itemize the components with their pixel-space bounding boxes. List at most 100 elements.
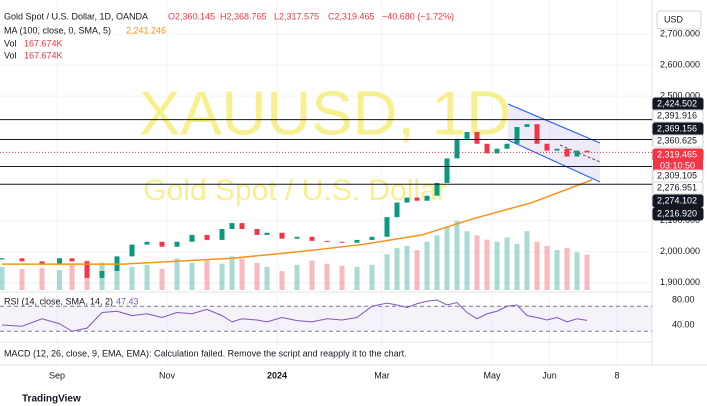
- y-tick-label: 1,900.000: [660, 277, 700, 287]
- header-high: H2,368.765: [220, 11, 267, 21]
- volume-bar: [144, 264, 150, 290]
- price-label: 2,274.102: [657, 195, 697, 205]
- rsi-label: RSI (14, close, SMA, 14, 2): [4, 296, 113, 306]
- price-label: 2,309.105: [657, 170, 697, 180]
- volume-bar: [554, 250, 560, 290]
- candle-body: [84, 261, 90, 278]
- volume-bar: [129, 266, 135, 290]
- ma-line: [2, 179, 593, 265]
- candle-body: [454, 138, 460, 159]
- volume-bar: [204, 260, 210, 290]
- price-label: 2,391.916: [657, 110, 697, 120]
- volume-bar: [354, 266, 360, 290]
- x-tick-label: Mar: [374, 370, 390, 380]
- candle-body: [339, 241, 345, 243]
- price-label: 2,360.625: [657, 135, 697, 145]
- candle-body: [394, 202, 400, 218]
- candle-body: [414, 197, 420, 201]
- price-label-box: [652, 181, 704, 195]
- volume-bar: [39, 267, 45, 290]
- volume-bar: [279, 271, 285, 290]
- candle-body: [434, 182, 440, 196]
- candle-body: [39, 261, 45, 265]
- header-title: Gold Spot / U.S. Dollar, 1D, OANDA: [4, 11, 148, 21]
- price-label-box: [652, 207, 704, 221]
- volume-bar: [584, 254, 590, 290]
- candle-body: [369, 236, 375, 240]
- candle-body: [159, 241, 165, 247]
- candle-body: [219, 229, 225, 240]
- x-tick-label: May: [483, 370, 501, 380]
- currency-box[interactable]: [656, 10, 702, 30]
- currency: USD: [664, 14, 684, 24]
- volume-bar: [369, 264, 375, 290]
- candle-body: [354, 239, 360, 243]
- volume-bar: [454, 220, 460, 290]
- candle-body: [504, 143, 510, 149]
- volume-bar: [524, 231, 530, 290]
- candle-body: [424, 195, 430, 201]
- header-change: −40.680 (−1.72%): [382, 11, 454, 21]
- volume-bar: [159, 269, 165, 290]
- volume-bar: [324, 263, 330, 290]
- volume-bar: [474, 235, 480, 290]
- header-open: O2,360.145: [168, 11, 215, 21]
- candle-body: [189, 234, 195, 242]
- candle-body: [264, 232, 270, 235]
- candle-body: [57, 258, 62, 265]
- candle-body: [229, 223, 235, 230]
- watermark-symbol: XAUUSD, 1D: [139, 79, 511, 148]
- volume-bar: [574, 252, 580, 290]
- candle-body: [294, 236, 300, 239]
- candle-body: [404, 197, 410, 203]
- candle-body: [144, 241, 150, 245]
- candle-body: [309, 236, 315, 241]
- price-label-box: [652, 134, 704, 148]
- volume-bar: [394, 248, 400, 290]
- y-tick-label: 2,600.000: [660, 59, 700, 69]
- channel-fill: [508, 104, 600, 182]
- volume-bar: [0, 266, 5, 290]
- candle-body: [544, 143, 550, 151]
- channel-line: [507, 139, 601, 183]
- candle-body: [584, 150, 590, 153]
- candle-body: [174, 241, 180, 247]
- volume-bar: [514, 243, 520, 290]
- header-close: C2,319.465: [328, 11, 375, 21]
- ma-label: MA (100, close, 0, SMA, 5): [4, 25, 111, 35]
- volume-bar: [534, 241, 540, 290]
- header-low: L2,317.575: [274, 11, 319, 21]
- candle-body: [534, 124, 540, 144]
- ma-value: 2,241.246: [126, 25, 166, 35]
- candle-body: [444, 158, 450, 183]
- volume-bar: [444, 227, 450, 290]
- volume-bar: [114, 265, 120, 290]
- price-label-box: [652, 194, 704, 208]
- price-label: 2,424.502: [657, 98, 697, 108]
- candle-body: [524, 124, 530, 127]
- volume-bar: [484, 239, 490, 290]
- candle-body: [474, 131, 480, 144]
- price-label: 2,216.920: [657, 208, 697, 218]
- price-label: 2,319.465: [657, 149, 697, 159]
- price-label-box: [652, 109, 704, 123]
- candle-body: [129, 244, 135, 257]
- x-tick-label: Nov: [159, 370, 176, 380]
- candle-body: [324, 240, 330, 242]
- price-label: 2,276.951: [657, 182, 697, 192]
- candle-body: [239, 223, 245, 230]
- volume-bar: [254, 262, 260, 290]
- rsi-tick-label: 80.00: [672, 294, 695, 304]
- candle-body: [69, 258, 75, 262]
- volume-bar: [494, 241, 500, 290]
- rsi-value: 47.43: [116, 296, 139, 306]
- volume-bar: [294, 264, 300, 290]
- volume-bar: [504, 237, 510, 290]
- volume-bar: [219, 263, 225, 290]
- price-label: 2,369.156: [657, 123, 697, 133]
- volume-bar: [339, 265, 345, 290]
- countdown-box: [653, 160, 703, 171]
- volume-bar: [544, 245, 550, 290]
- candle-body: [0, 258, 5, 260]
